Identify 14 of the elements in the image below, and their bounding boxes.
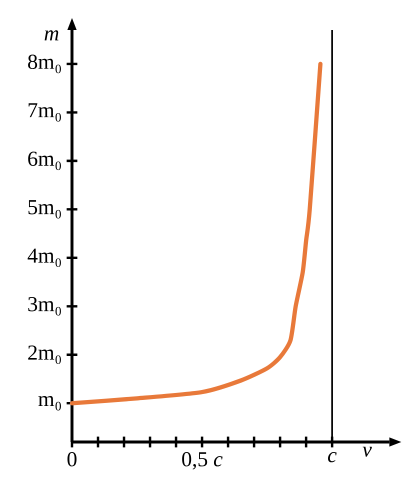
y-tick-label: 2m₀ bbox=[28, 345, 61, 364]
y-axis-title: m bbox=[44, 30, 58, 40]
y-tick-label: 7m₀ bbox=[28, 103, 61, 122]
y-tick-label: 3m₀ bbox=[28, 297, 61, 316]
x-tick-label: 0 bbox=[67, 452, 77, 466]
line-series bbox=[70, 62, 323, 406]
y-tick-label: 8m₀ bbox=[28, 54, 61, 74]
y-tick-label: 4m₀ bbox=[28, 248, 61, 268]
x-tick-label: 0,5 c bbox=[182, 452, 223, 470]
y-tick-label: 6m₀ bbox=[28, 152, 61, 170]
y-tick-label: 5m₀ bbox=[28, 200, 61, 219]
y-tick-label: m₀ bbox=[38, 396, 61, 410]
x-tick-label: c bbox=[328, 452, 337, 462]
x-axis-title: v bbox=[362, 446, 372, 457]
